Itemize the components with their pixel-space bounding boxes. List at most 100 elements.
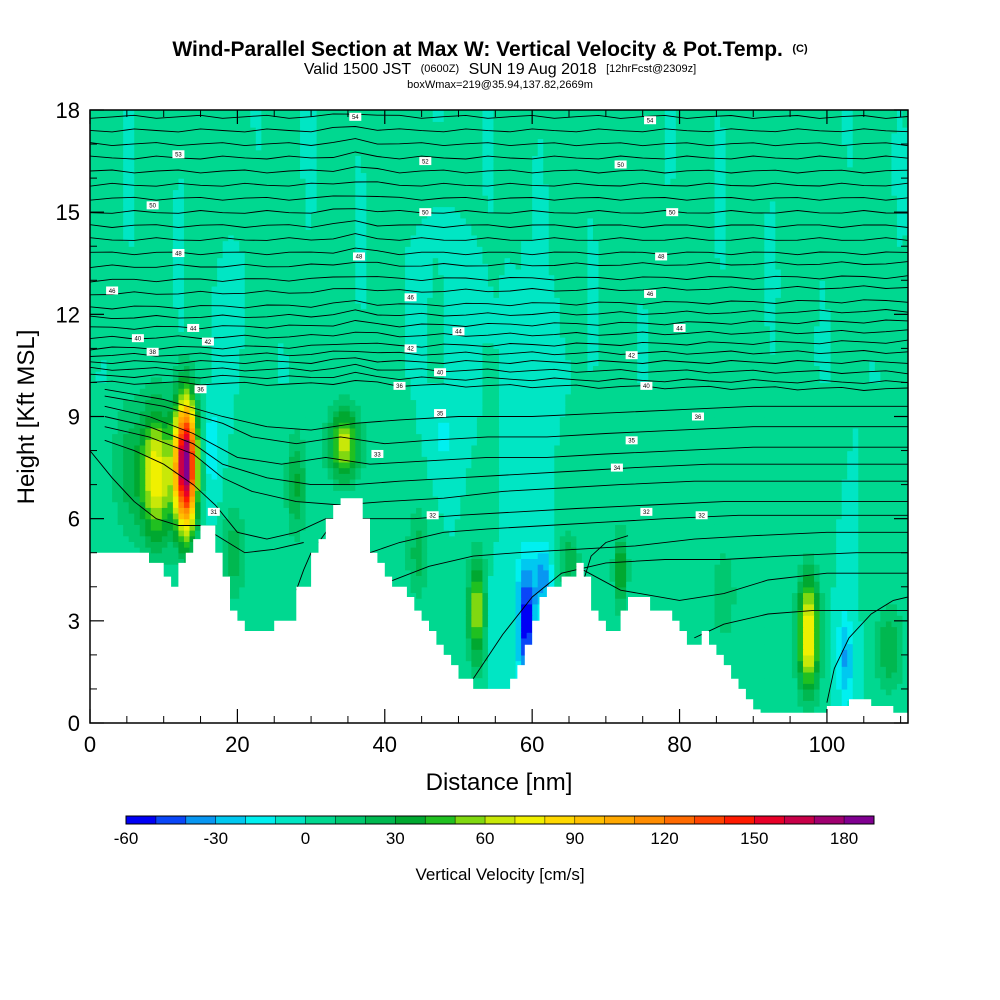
w-cell [615,581,622,588]
w-cell [731,671,738,679]
w-cell [847,649,854,656]
w-cell [841,654,848,662]
w-cell [233,586,240,594]
w-cell [736,683,743,690]
w-cell [830,586,837,594]
w-cell [393,541,401,548]
w-cell [266,592,273,599]
w-cell [598,592,605,599]
w-cell [709,575,716,582]
w-cell [521,649,528,656]
w-cell [869,620,876,628]
w-cell [305,564,312,571]
w-cell [841,688,848,696]
w-cell [847,535,854,542]
w-cell [465,564,472,571]
w-cell [714,643,721,650]
w-cell [896,677,904,684]
w-cell [747,688,754,696]
w-cell [742,666,749,673]
w-cell [686,535,694,542]
w-cell [703,552,710,559]
w-cell [847,558,854,565]
w-cell [791,649,799,656]
w-cell [814,694,821,701]
w-cell [150,547,157,554]
w-cell [797,603,804,611]
w-cell [460,552,467,559]
w-cell [703,586,710,594]
w-cell [681,552,688,559]
w-cell [499,643,506,650]
w-cell [902,700,908,707]
w-cell [465,666,472,673]
w-cell [819,626,826,633]
w-cell [825,558,832,565]
w-cell [465,620,472,628]
w-cell [841,626,848,633]
w-cell [825,626,832,633]
w-cell [543,535,550,542]
w-cell [896,552,904,559]
w-cell [885,688,893,696]
w-cell [858,649,865,656]
w-cell [830,547,837,554]
w-cell [847,620,854,628]
w-cell [532,535,539,542]
w-cell [493,637,500,645]
w-cell [382,530,390,537]
w-cell [255,547,262,554]
w-cell [896,654,904,662]
w-cell [758,637,765,645]
w-cell [305,547,312,554]
w-cell [703,609,710,616]
w-cell [808,632,815,639]
w-cell [510,535,517,542]
w-cell [499,649,506,656]
w-cell [841,564,848,571]
w-cell [808,535,815,542]
w-cell [548,552,555,559]
w-cell [731,598,738,605]
w-cell [239,569,246,577]
w-cell [747,620,754,628]
w-cell [747,541,754,548]
w-cell [438,632,445,639]
w-cell [161,541,168,548]
w-cell [836,603,843,611]
w-cell [648,535,655,542]
w-cell [802,654,810,662]
w-cell [117,541,124,548]
w-cell [598,598,605,605]
w-cell [493,654,500,662]
w-cell [764,694,771,701]
w-cell [471,677,478,684]
w-cell [449,620,456,628]
w-cell [885,637,893,645]
w-cell [814,586,821,594]
w-cell [587,541,594,548]
w-cell [465,654,472,662]
w-cell [515,643,522,650]
w-cell [825,649,832,656]
w-cell [482,530,489,537]
w-cell [874,615,881,622]
w-cell [841,683,848,690]
w-cell [178,530,185,537]
w-cell [775,643,782,650]
w-cell [808,688,815,696]
w-cell [637,558,644,565]
w-cell [692,637,699,645]
w-cell [581,564,589,571]
w-cell [802,666,810,673]
w-cell [731,654,738,662]
w-cell [764,660,771,667]
w-cell [482,660,489,667]
w-cell [161,569,168,577]
w-cell [515,547,522,554]
w-cell [753,626,760,633]
w-cell [747,598,754,605]
w-cell [548,581,555,588]
w-cell [499,552,506,559]
w-cell [681,598,688,605]
